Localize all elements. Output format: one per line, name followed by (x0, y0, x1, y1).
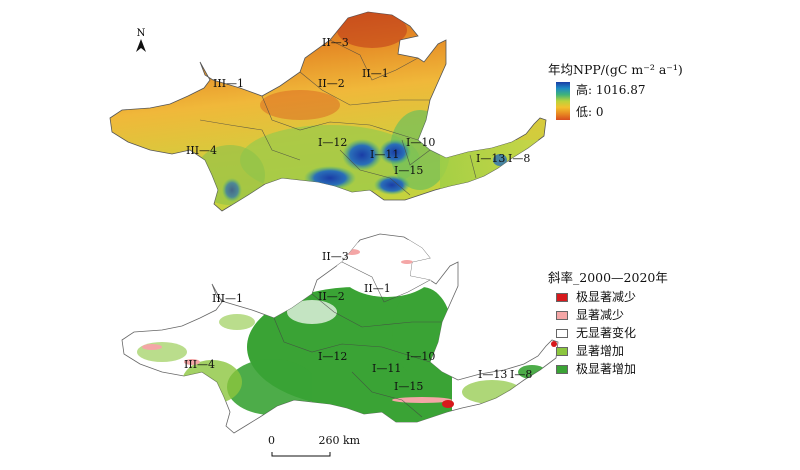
scale-bar-distance: 260 km (318, 434, 361, 447)
legend-swatch-decrease (556, 310, 568, 320)
slope-legend: 斜率_2000—2020年 极显著减少 显著减少 无显著变化 显著增加 极显著增… (548, 270, 668, 379)
zone-label: III—1 (212, 292, 243, 305)
zone-label: I—11 (370, 148, 399, 161)
zone-label: I—15 (394, 164, 423, 177)
zone-label: I—12 (318, 136, 347, 149)
legend-item-label: 极显著增加 (576, 362, 637, 376)
zone-label: I—10 (406, 136, 435, 149)
zone-label: II—1 (364, 282, 391, 295)
slope-legend-item: 极显著减少 (556, 289, 668, 305)
scale-bar: 0 260 km (268, 434, 360, 447)
legend-item-label: 显著减少 (576, 308, 625, 322)
legend-swatch-no-change (556, 328, 568, 338)
legend-swatch-increase (556, 346, 568, 356)
zone-label: II—1 (362, 67, 389, 80)
slope-legend-item: 显著减少 (556, 307, 668, 323)
npp-color-ramp: 高: 1016.87 低: 0 (556, 82, 683, 120)
zone-label: I—15 (394, 380, 423, 393)
zone-label: III—1 (213, 77, 244, 90)
zone-label: I—10 (406, 350, 435, 363)
zone-label: I—11 (372, 362, 401, 375)
zone-label: II—3 (322, 250, 349, 263)
npp-legend-title: 年均NPP/(gC m⁻² a⁻¹) (548, 62, 683, 77)
npp-high-label: 高: 1016.87 (576, 83, 646, 97)
zone-label: II—3 (322, 36, 349, 49)
north-label: N (137, 28, 146, 39)
legend-swatch-strong-decrease (556, 292, 568, 302)
zone-label: III—4 (184, 358, 215, 371)
zone-label: I—13 (478, 368, 507, 381)
legend-swatch-strong-increase (556, 364, 568, 374)
zone-label: I—8 (508, 152, 530, 165)
zone-label: I—13 (476, 152, 505, 165)
legend-item-label: 无显著变化 (576, 326, 637, 340)
legend-item-label: 显著增加 (576, 344, 625, 358)
zone-label: III—4 (186, 144, 217, 157)
zone-label: II—2 (318, 290, 345, 303)
npp-low-label: 低: 0 (576, 105, 604, 119)
slope-legend-title: 斜率_2000—2020年 (548, 270, 668, 285)
slope-map (121, 233, 559, 434)
scale-bar-zero: 0 (268, 434, 275, 447)
slope-legend-item: 无显著变化 (556, 325, 668, 341)
npp-legend: 年均NPP/(gC m⁻² a⁻¹) 高: 1016.87 低: 0 (548, 62, 683, 120)
north-arrow-icon: N (136, 28, 146, 52)
zone-label: I—12 (318, 350, 347, 363)
scale-bar-line (271, 452, 331, 457)
slope-legend-item: 极显著增加 (556, 361, 668, 377)
zone-label: II—2 (318, 77, 345, 90)
legend-item-label: 极显著减少 (576, 290, 637, 304)
npp-ramp-bar (556, 82, 570, 120)
slope-legend-item: 显著增加 (556, 343, 668, 359)
zone-label: I—8 (510, 368, 532, 381)
